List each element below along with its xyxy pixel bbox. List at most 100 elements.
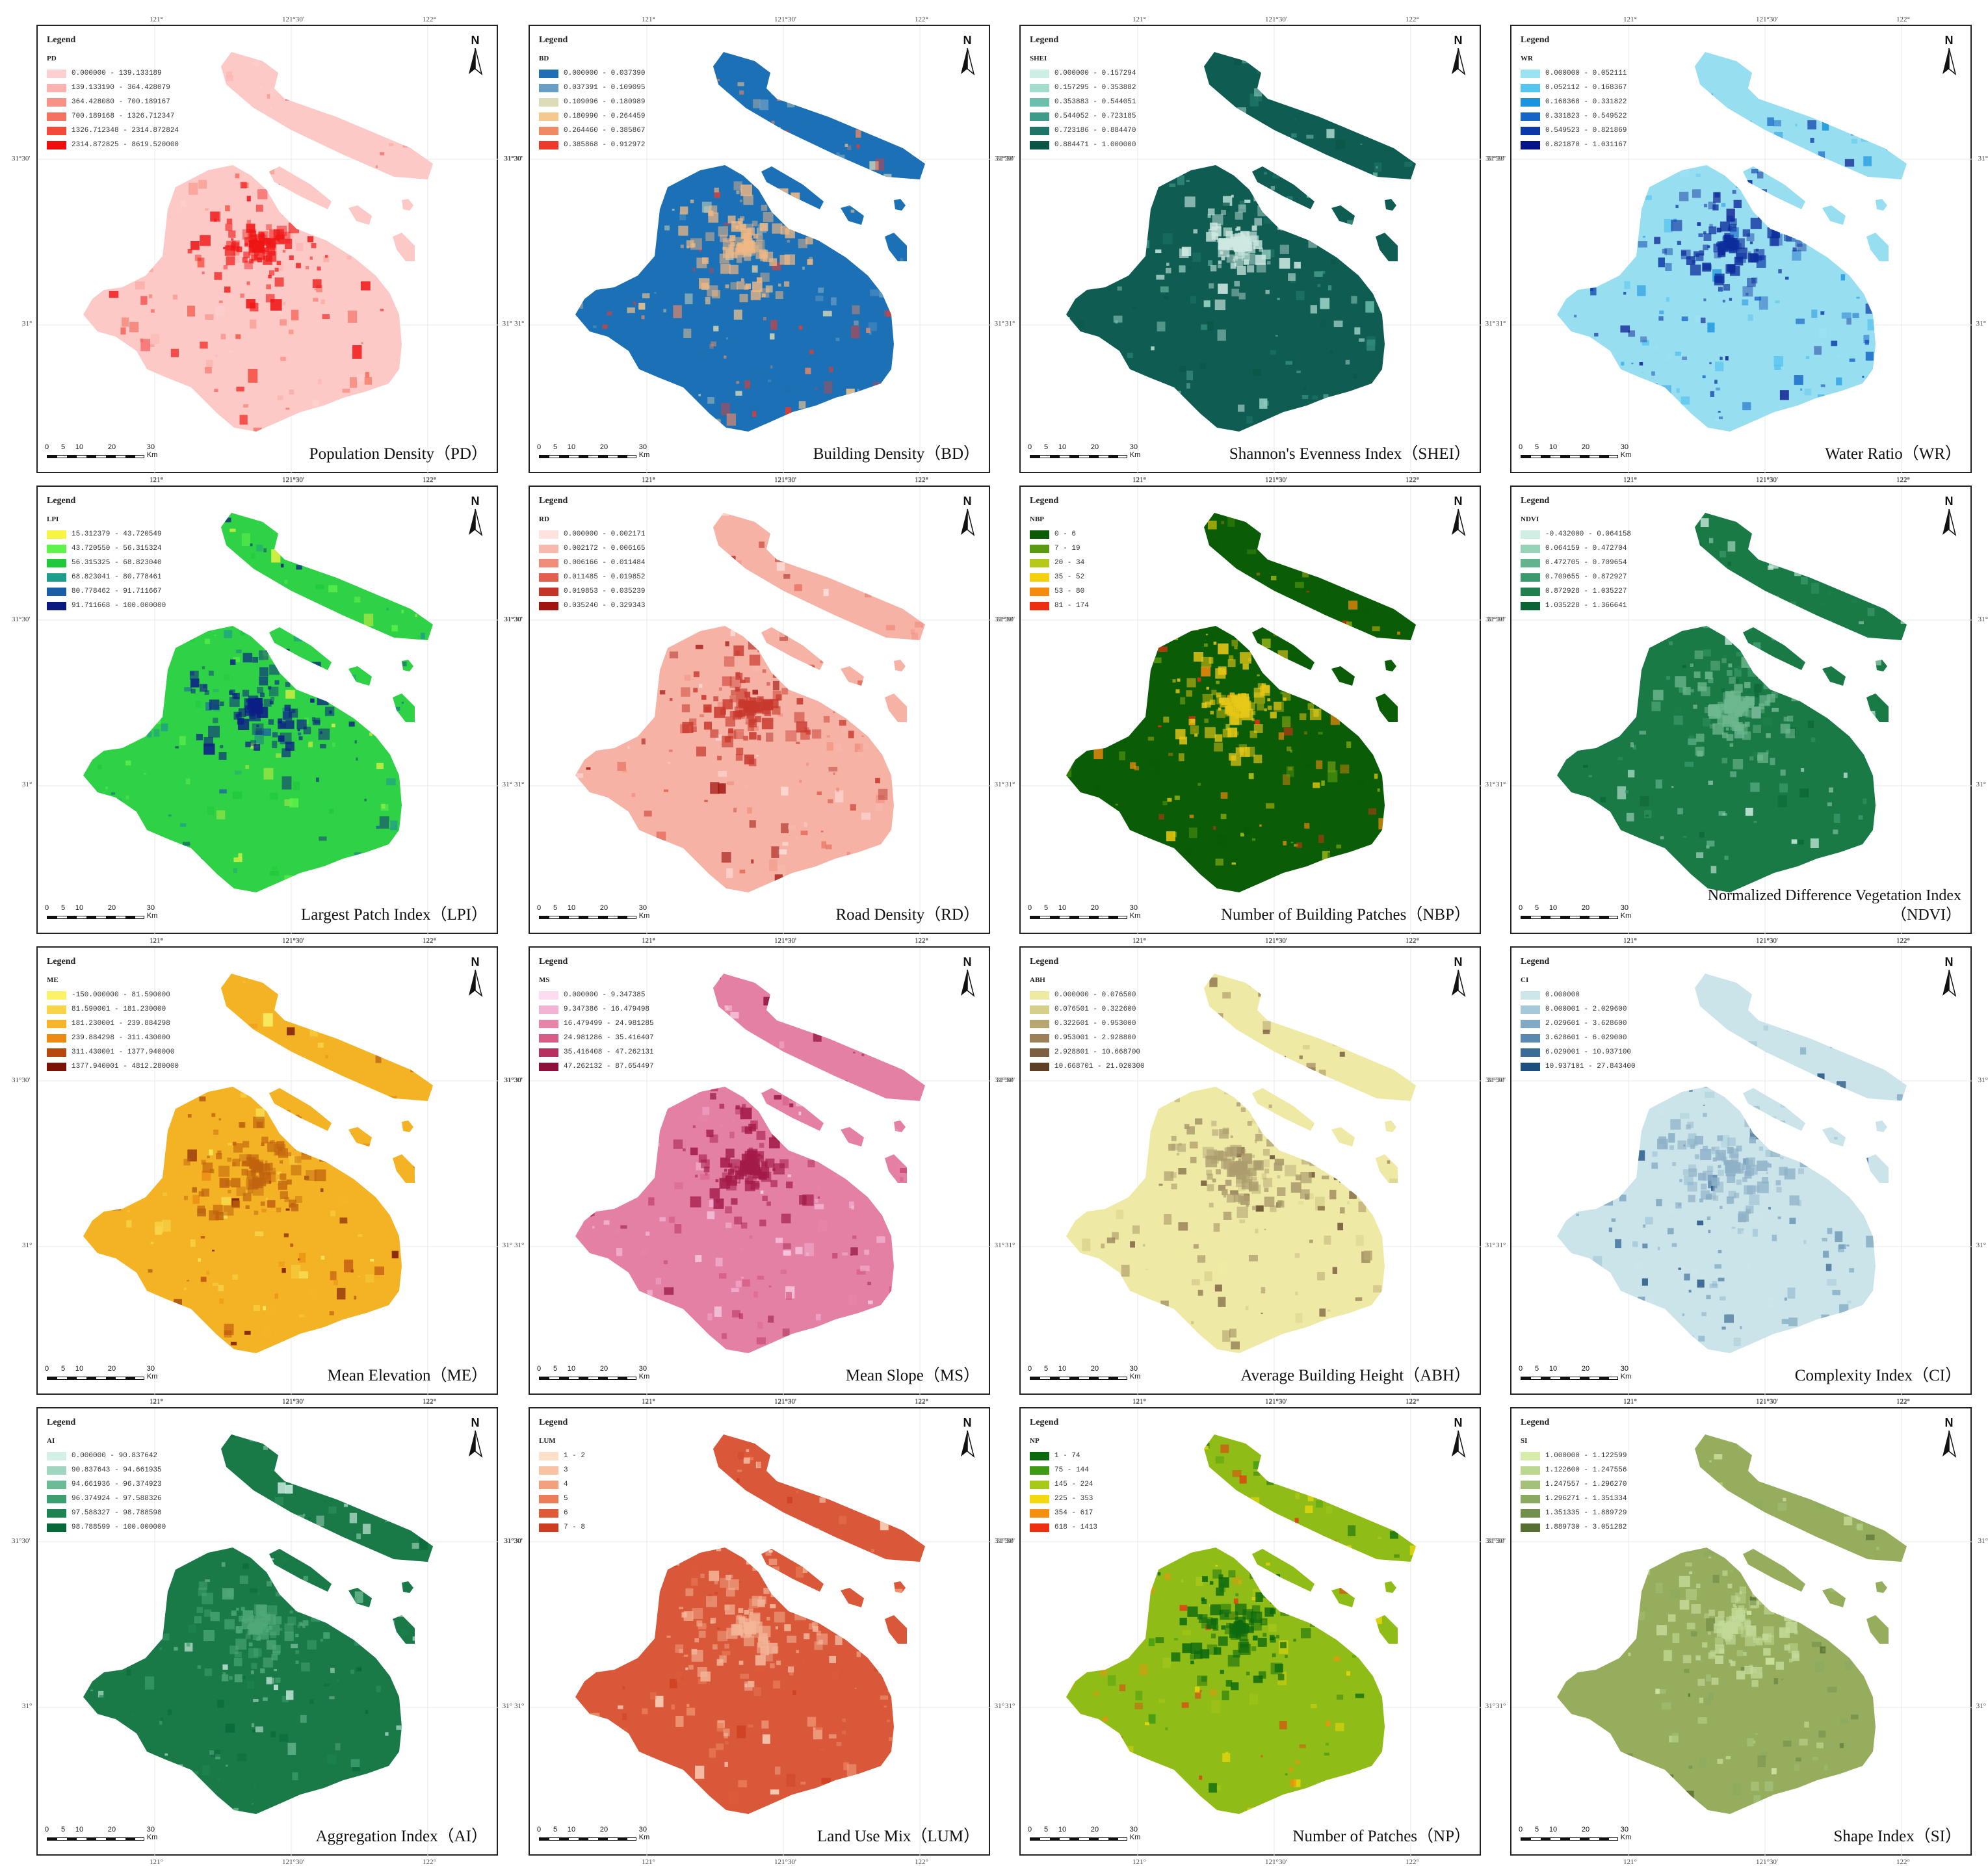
raster-cell [163, 1193, 167, 1196]
hotspot-cell [1730, 744, 1733, 747]
raster-cell [369, 732, 373, 736]
raster-cell [1364, 396, 1370, 400]
hotspot-cell [1216, 709, 1225, 718]
raster-cell [365, 377, 372, 385]
raster-cell [1689, 736, 1694, 740]
coordinate-label: 31° [514, 1241, 524, 1249]
raster-cell [1227, 128, 1233, 134]
raster-cell [1734, 148, 1740, 153]
raster-cell [1199, 363, 1205, 369]
raster-cell [1370, 46, 1377, 50]
north-arrow-icon: N [465, 495, 485, 536]
raster-cell [1775, 622, 1779, 625]
raster-cell [1772, 630, 1779, 640]
raster-cell [1335, 1153, 1341, 1161]
hotspot-cell [765, 710, 771, 716]
hotspot-cell [1309, 1157, 1318, 1166]
scale-label: 30 Km [1130, 904, 1141, 920]
legend-swatch [1030, 127, 1049, 135]
raster-cell [291, 310, 298, 320]
legend-item: 7 - 19 [1030, 541, 1089, 556]
panel-title: Average Building Height（ABH） [1240, 1366, 1471, 1386]
raster-cell [1324, 1236, 1331, 1245]
raster-cell [912, 150, 917, 157]
raster-cell [1775, 596, 1779, 598]
hotspot-cell [1695, 651, 1703, 659]
raster-cell [646, 658, 652, 664]
scale-label: 20 [1582, 443, 1589, 451]
hotspot-cell [1731, 218, 1737, 225]
raster-cell [823, 1072, 829, 1078]
raster-cell [1322, 1176, 1329, 1180]
raster-cell [1186, 383, 1190, 389]
raster-cell [1898, 68, 1904, 73]
raster-cell [1580, 647, 1586, 650]
raster-cell [1684, 62, 1689, 66]
raster-cell [1256, 122, 1265, 127]
raster-cell [1234, 55, 1241, 65]
raster-cell [1800, 389, 1802, 391]
coordinate-label: 121° [1132, 16, 1146, 23]
raster-cell [868, 1330, 873, 1334]
raster-cell [752, 112, 754, 114]
raster-cell [1301, 1022, 1311, 1026]
raster-cell [824, 716, 830, 723]
scale-label: 5 [1044, 1365, 1048, 1373]
raster-cell [259, 1046, 265, 1050]
raster-cell [867, 1282, 871, 1285]
raster-cell [399, 985, 407, 991]
legend-class-label: 364.428080 - 700.189167 [72, 98, 170, 106]
raster-cell [1258, 990, 1264, 997]
raster-cell [428, 1069, 435, 1074]
legend-variable-code: RD [539, 515, 645, 523]
raster-cell [155, 619, 161, 627]
legend-item: 9.347386 - 16.479498 [539, 1002, 654, 1017]
hotspot-cell [1232, 640, 1238, 647]
raster-cell [1846, 1245, 1849, 1247]
raster-cell [799, 326, 803, 330]
raster-cell [731, 1288, 739, 1292]
raster-cell [839, 1080, 848, 1089]
raster-cell [1911, 612, 1921, 624]
raster-cell [385, 1159, 388, 1163]
raster-cell [1835, 1317, 1840, 1322]
raster-cell [1827, 621, 1833, 627]
hotspot-cell [214, 219, 216, 222]
hotspot-cell [735, 237, 742, 244]
hotspot-cell [269, 229, 280, 240]
raster-cell [421, 102, 429, 109]
raster-cell [598, 1095, 606, 1099]
raster-cell [231, 1342, 237, 1345]
raster-cell [1837, 556, 1845, 561]
raster-cell [878, 348, 882, 350]
raster-cell [1914, 300, 1921, 307]
raster-cell [1222, 1330, 1230, 1342]
raster-cell [1692, 552, 1697, 559]
raster-cell [1749, 121, 1752, 125]
raster-cell [125, 253, 128, 258]
raster-cell [130, 820, 136, 827]
raster-cell [1788, 1288, 1796, 1299]
raster-cell [274, 655, 281, 664]
raster-cell [1835, 1231, 1842, 1242]
legend-swatch [47, 991, 66, 1000]
hotspot-cell [1184, 196, 1195, 207]
raster-cell [354, 852, 362, 863]
raster-cell [1795, 1347, 1801, 1352]
raster-cell [1698, 1336, 1705, 1341]
raster-cell [620, 1225, 627, 1228]
hotspot-cell [736, 244, 744, 252]
raster-cell [1246, 1142, 1249, 1145]
raster-cell [1157, 322, 1166, 331]
coordinate-label: 121°30' [774, 937, 796, 945]
raster-cell [205, 208, 208, 211]
raster-cell [656, 1278, 661, 1284]
raster-cell [797, 426, 807, 432]
hotspot-cell [211, 1113, 215, 1117]
coordinate-label: 122° [1406, 476, 1419, 484]
raster-cell [1887, 1332, 1891, 1336]
raster-cell [1755, 297, 1761, 301]
raster-cell [857, 389, 859, 391]
hotspot-cell [760, 223, 768, 231]
